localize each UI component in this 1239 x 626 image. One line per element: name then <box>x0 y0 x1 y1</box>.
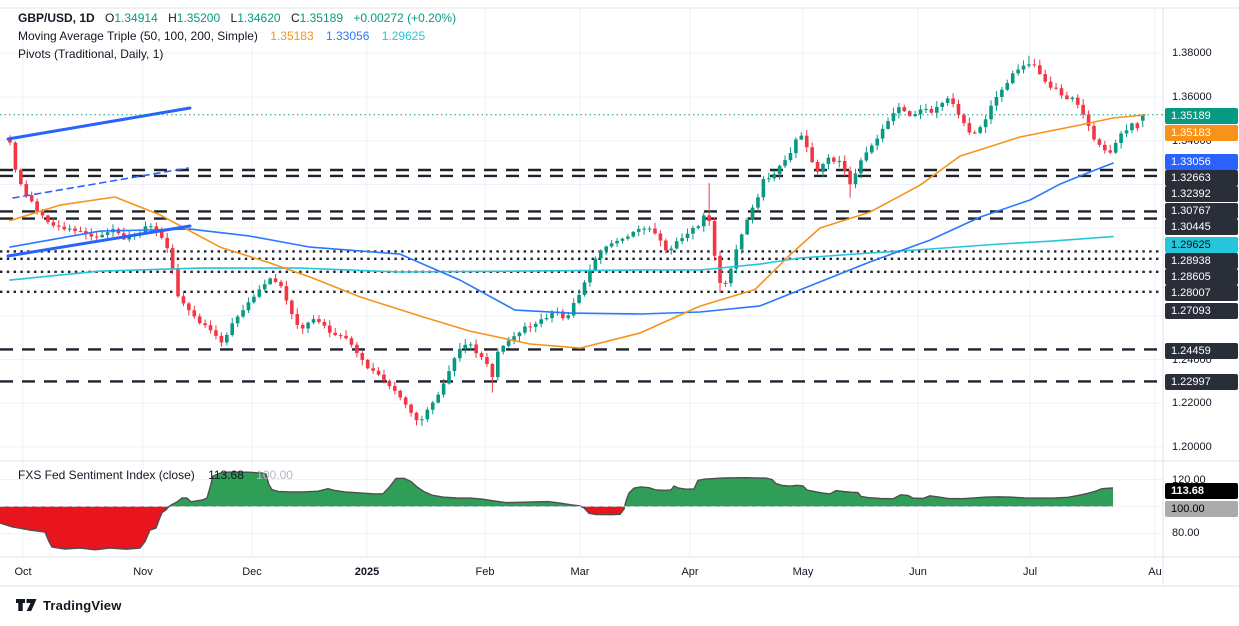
time-axis-label: Jun <box>909 566 927 578</box>
sma50-line <box>9 114 1146 349</box>
trendline-drawings[interactable] <box>6 106 192 258</box>
price-axis-badge: 1.30445 <box>1165 219 1238 235</box>
price-axis-label: 1.22000 <box>1172 397 1212 409</box>
high-label: H <box>168 11 177 25</box>
pivot-lines <box>0 168 1163 383</box>
price-axis-badge: 1.28938 <box>1165 253 1238 269</box>
sentiment-area <box>0 471 1114 551</box>
price-axis-badge: 1.27093 <box>1165 303 1238 319</box>
panel-borders <box>0 7 1239 587</box>
symbol-title: GBP/USD, 1D <box>18 11 95 25</box>
sub-axis-badge: 113.68 <box>1165 483 1238 499</box>
time-axis-label: Au <box>1148 566 1162 578</box>
price-axis-badge: 1.24459 <box>1165 343 1238 359</box>
open-value: 1.34914 <box>114 11 158 25</box>
price-axis-badge: 1.32663 <box>1165 170 1238 186</box>
time-axis-label: Oct <box>14 566 32 578</box>
symbol-legend: GBP/USD, 1D O1.34914 H1.35200 L1.34620 C… <box>18 10 456 26</box>
sub-axis-label: 80.00 <box>1172 527 1200 539</box>
sma100-line <box>9 162 1114 315</box>
time-axis-label: Nov <box>133 566 153 578</box>
sma100-value: 1.33056 <box>326 29 370 43</box>
price-axis-badge: 1.32392 <box>1165 186 1238 202</box>
price-axis-badge: 1.30767 <box>1165 203 1238 219</box>
close-label: C <box>290 11 300 25</box>
tradingview-logo-text: TradingView <box>43 597 122 613</box>
time-axis-label: Apr <box>681 566 699 578</box>
price-axis-badge: 1.28605 <box>1165 269 1238 285</box>
sma50-value: 1.35183 <box>270 29 314 43</box>
price-axis-label: 1.20000 <box>1172 441 1212 453</box>
time-axis-label: May <box>792 566 814 578</box>
price-axis-badge: 1.22997 <box>1165 374 1238 390</box>
time-axis-label: 2025 <box>354 566 380 578</box>
price-axis-badge: 1.29625 <box>1165 237 1238 253</box>
sma200-line <box>9 235 1114 281</box>
sentiment-baseline-value: 100.00 <box>256 468 293 482</box>
high-value: 1.35200 <box>176 11 221 25</box>
pivots-indicator-legend: Pivots (Traditional, Daily, 1) <box>18 46 163 62</box>
sentiment-indicator-legend: FXS Fed Sentiment Index (close) 113.68 1… <box>18 467 293 483</box>
time-axis-label: Feb <box>475 566 495 578</box>
time-axis-label: Jul <box>1022 566 1038 578</box>
open-label: O <box>105 11 115 25</box>
ma-indicator-legend: Moving Average Triple (50, 100, 200, Sim… <box>18 28 425 44</box>
low-label: L <box>230 11 238 25</box>
time-axis-label: Mar <box>570 566 590 578</box>
price-axis-label: 1.36000 <box>1172 91 1212 103</box>
tradingview-logo[interactable]: TradingView <box>16 597 122 613</box>
price-axis-badge: 1.33056 <box>1165 154 1238 170</box>
sentiment-value: 113.68 <box>208 468 244 482</box>
close-value: 1.35189 <box>299 11 343 25</box>
pivots-indicator-title: Pivots (Traditional, Daily, 1) <box>18 47 164 61</box>
sentiment-indicator-title: FXS Fed Sentiment Index (close) <box>18 468 195 482</box>
tradingview-logo-icon <box>16 599 37 611</box>
sma200-value: 1.29625 <box>381 29 426 43</box>
price-axis-badge: 1.35183 <box>1165 125 1238 141</box>
candles-layer <box>8 55 1145 426</box>
sub-axis-badge: 100.00 <box>1165 501 1238 517</box>
price-axis-label: 1.38000 <box>1172 47 1212 59</box>
low-value: 1.34620 <box>237 11 281 25</box>
price-axis-badge: 1.28007 <box>1165 285 1238 301</box>
price-axis-badge: 1.35189 <box>1165 108 1238 124</box>
ma-indicator-title: Moving Average Triple (50, 100, 200, Sim… <box>18 29 258 43</box>
time-axis-label: Dec <box>242 566 262 578</box>
change-value: +0.00272 (+0.20%) <box>353 11 457 25</box>
